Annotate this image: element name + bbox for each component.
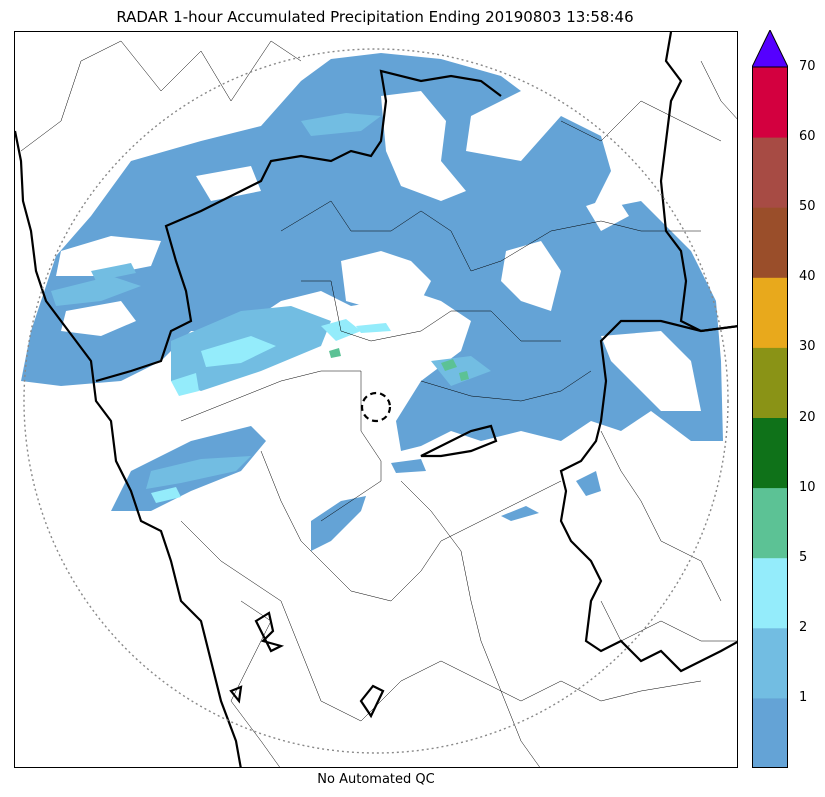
colorbar	[752, 30, 788, 768]
colorbar-band	[752, 417, 788, 489]
colorbar-tick-label: 40	[799, 269, 816, 285]
precip-layer-light	[21, 53, 723, 551]
colorbar-tick-label: 5	[799, 549, 808, 565]
colorbar-tick-label: 20	[799, 409, 816, 425]
colorbar-band	[752, 67, 788, 138]
range-ring	[23, 48, 729, 754]
colorbar-tick-label: 10	[799, 479, 816, 495]
colorbar-band	[752, 627, 788, 699]
qc-footer: No Automated QC	[317, 772, 435, 787]
colorbar-tick-label: 60	[799, 129, 816, 145]
colorbar-band	[752, 347, 788, 418]
colorbar-band	[752, 697, 788, 768]
colorbar-tick-label: 70	[799, 59, 816, 74]
radar-site-marker	[360, 391, 392, 423]
colorbar-tick-label: 30	[799, 339, 816, 355]
colorbar-tick-label: 50	[799, 199, 816, 215]
colorbar-band	[752, 277, 788, 348]
colorbar-tick-label: 1	[799, 689, 808, 705]
chart-title: RADAR 1-hour Accumulated Precipitation E…	[116, 8, 634, 26]
colorbar-band	[752, 137, 788, 208]
colorbar-outline	[752, 66, 788, 768]
colorbar-band	[752, 487, 788, 559]
colorbar-extend-triangle	[752, 30, 788, 68]
colorbar-tick-label: 2	[799, 619, 808, 635]
colorbar-band	[752, 557, 788, 629]
colorbar-band	[752, 207, 788, 278]
radar-map	[14, 31, 738, 768]
